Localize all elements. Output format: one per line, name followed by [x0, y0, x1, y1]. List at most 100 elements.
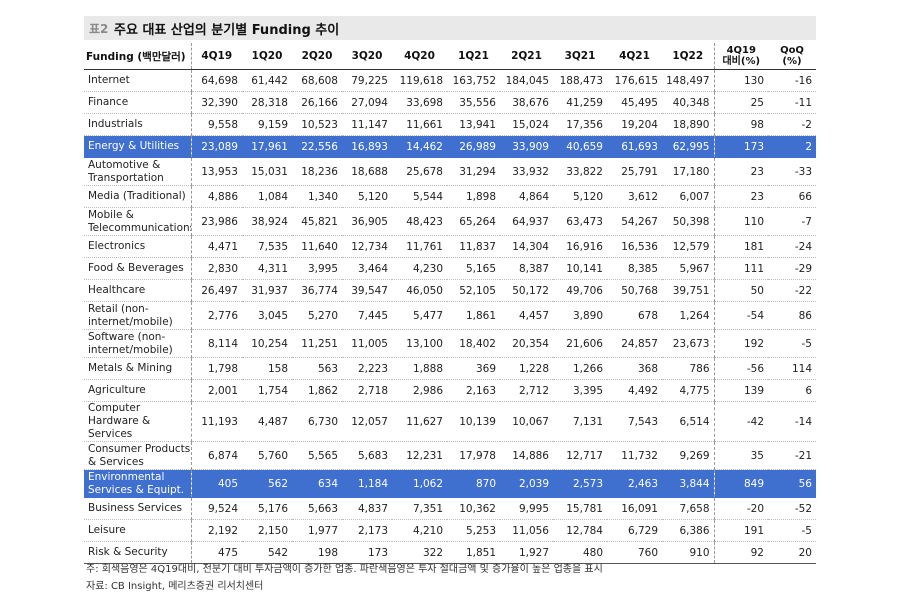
- funding-value: 8,385: [607, 257, 662, 280]
- funding-value: 198: [292, 541, 342, 564]
- funding-value: 3,890: [553, 301, 607, 330]
- row-label: Automotive & Transportation: [84, 157, 191, 186]
- funding-value: 33,822: [553, 157, 607, 186]
- row-label: Software (non-internet/mobile): [84, 329, 191, 358]
- header-quarter: 3Q21: [553, 43, 607, 70]
- qoq-value: -21: [768, 441, 816, 470]
- row-label: Mobile & Telecommunications: [84, 207, 191, 236]
- qoq-value: 114: [768, 357, 816, 380]
- funding-value: 6,730: [292, 401, 342, 442]
- funding-value: 4,471: [190, 235, 242, 258]
- funding-value: 3,464: [342, 257, 392, 280]
- qoq-value: -22: [768, 279, 816, 302]
- funding-value: 6,386: [662, 519, 714, 542]
- funding-value: 13,100: [392, 329, 447, 358]
- qoq-value: -52: [768, 497, 816, 520]
- funding-value: 158: [242, 357, 292, 380]
- funding-value: 2,712: [500, 379, 553, 402]
- qoq-value: -16: [768, 69, 816, 92]
- vs-4q19-value: 130: [713, 69, 768, 92]
- funding-value: 7,658: [662, 497, 714, 520]
- funding-value: 36,905: [342, 207, 392, 236]
- vs-4q19-value: 111: [713, 257, 768, 280]
- funding-value: 23,089: [190, 135, 242, 158]
- funding-value: 1,266: [553, 357, 607, 380]
- funding-value: 7,445: [342, 301, 392, 330]
- funding-value: 41,259: [553, 91, 607, 114]
- vs-4q19-value: 192: [713, 329, 768, 358]
- funding-value: 1,798: [190, 357, 242, 380]
- qoq-value: -33: [768, 157, 816, 186]
- funding-value: 17,961: [242, 135, 292, 158]
- funding-value: 26,166: [292, 91, 342, 114]
- funding-value: 6,007: [662, 185, 714, 208]
- funding-value: 32,390: [190, 91, 242, 114]
- funding-value: 40,659: [553, 135, 607, 158]
- funding-value: 184,045: [500, 69, 553, 92]
- funding-value: 11,627: [392, 401, 447, 442]
- header-qoq: QoQ (%): [768, 43, 816, 70]
- funding-value: 46,050: [392, 279, 447, 302]
- funding-value: 4,837: [342, 497, 392, 520]
- funding-value: 33,909: [500, 135, 553, 158]
- vs-4q19-value: 25: [713, 91, 768, 114]
- funding-value: 16,893: [342, 135, 392, 158]
- funding-value: 7,351: [392, 497, 447, 520]
- vs-4q19-value: 98: [713, 113, 768, 136]
- funding-value: 24,857: [607, 329, 662, 358]
- funding-value: 28,318: [242, 91, 292, 114]
- funding-value: 188,473: [553, 69, 607, 92]
- table-row: Consumer Products & Services 6,874 5,760 5,…: [84, 441, 816, 470]
- funding-value: 542: [242, 541, 292, 564]
- funding-value: 2,173: [342, 519, 392, 542]
- vs-4q19-value: -54: [713, 301, 768, 330]
- funding-value: 61,442: [242, 69, 292, 92]
- funding-value: 33,698: [392, 91, 447, 114]
- row-label: Risk & Security: [84, 541, 191, 564]
- funding-value: 18,688: [342, 157, 392, 186]
- funding-value: 21,606: [553, 329, 607, 358]
- funding-value: 5,565: [292, 441, 342, 470]
- funding-value: 18,236: [292, 157, 342, 186]
- funding-value: 23,673: [662, 329, 714, 358]
- row-label: Healthcare: [84, 279, 191, 302]
- table-row: Risk & Security 475 542 198 173 322 1,851 1,927…: [84, 541, 816, 564]
- funding-value: 62,995: [662, 135, 714, 158]
- funding-value: 4,492: [607, 379, 662, 402]
- funding-value: 36,774: [292, 279, 342, 302]
- funding-value: 1,888: [392, 357, 447, 380]
- row-label: Food & Beverages: [84, 257, 191, 280]
- funding-value: 20,354: [500, 329, 553, 358]
- funding-value: 26,989: [447, 135, 500, 158]
- funding-value: 4,230: [392, 257, 447, 280]
- funding-value: 19,204: [607, 113, 662, 136]
- funding-value: 4,886: [190, 185, 242, 208]
- vs-4q19-value: 92: [713, 541, 768, 564]
- funding-value: 3,844: [662, 469, 714, 498]
- funding-value: 4,864: [500, 185, 553, 208]
- funding-value: 45,821: [292, 207, 342, 236]
- funding-value: 11,005: [342, 329, 392, 358]
- qoq-value: 86: [768, 301, 816, 330]
- funding-value: 12,231: [392, 441, 447, 470]
- table-row: Business Services 9,524 5,176 5,663 4,837 7,3…: [84, 497, 816, 520]
- funding-value: 39,547: [342, 279, 392, 302]
- funding-value: 25,791: [607, 157, 662, 186]
- funding-value: 5,253: [447, 519, 500, 542]
- funding-value: 45,495: [607, 91, 662, 114]
- funding-value: 5,120: [342, 185, 392, 208]
- funding-value: 33,932: [500, 157, 553, 186]
- funding-value: 4,775: [662, 379, 714, 402]
- funding-value: 64,698: [190, 69, 242, 92]
- table-row: Metals & Mining 1,798 158 563 2,223 1,888 369 1…: [84, 357, 816, 380]
- vs-4q19-value: -42: [713, 401, 768, 442]
- qoq-value: 56: [768, 469, 816, 498]
- funding-value: 2,830: [190, 257, 242, 280]
- funding-value: 31,937: [242, 279, 292, 302]
- header-row: Funding (백만달러) 4Q19 1Q20 2Q20 3Q20 4Q20 …: [84, 43, 816, 70]
- funding-value: 1,927: [500, 541, 553, 564]
- table-row: Environmental Services & Equipt. 405 562 63…: [84, 469, 816, 498]
- qoq-value: 2: [768, 135, 816, 158]
- funding-value: 5,663: [292, 497, 342, 520]
- funding-value: 17,978: [447, 441, 500, 470]
